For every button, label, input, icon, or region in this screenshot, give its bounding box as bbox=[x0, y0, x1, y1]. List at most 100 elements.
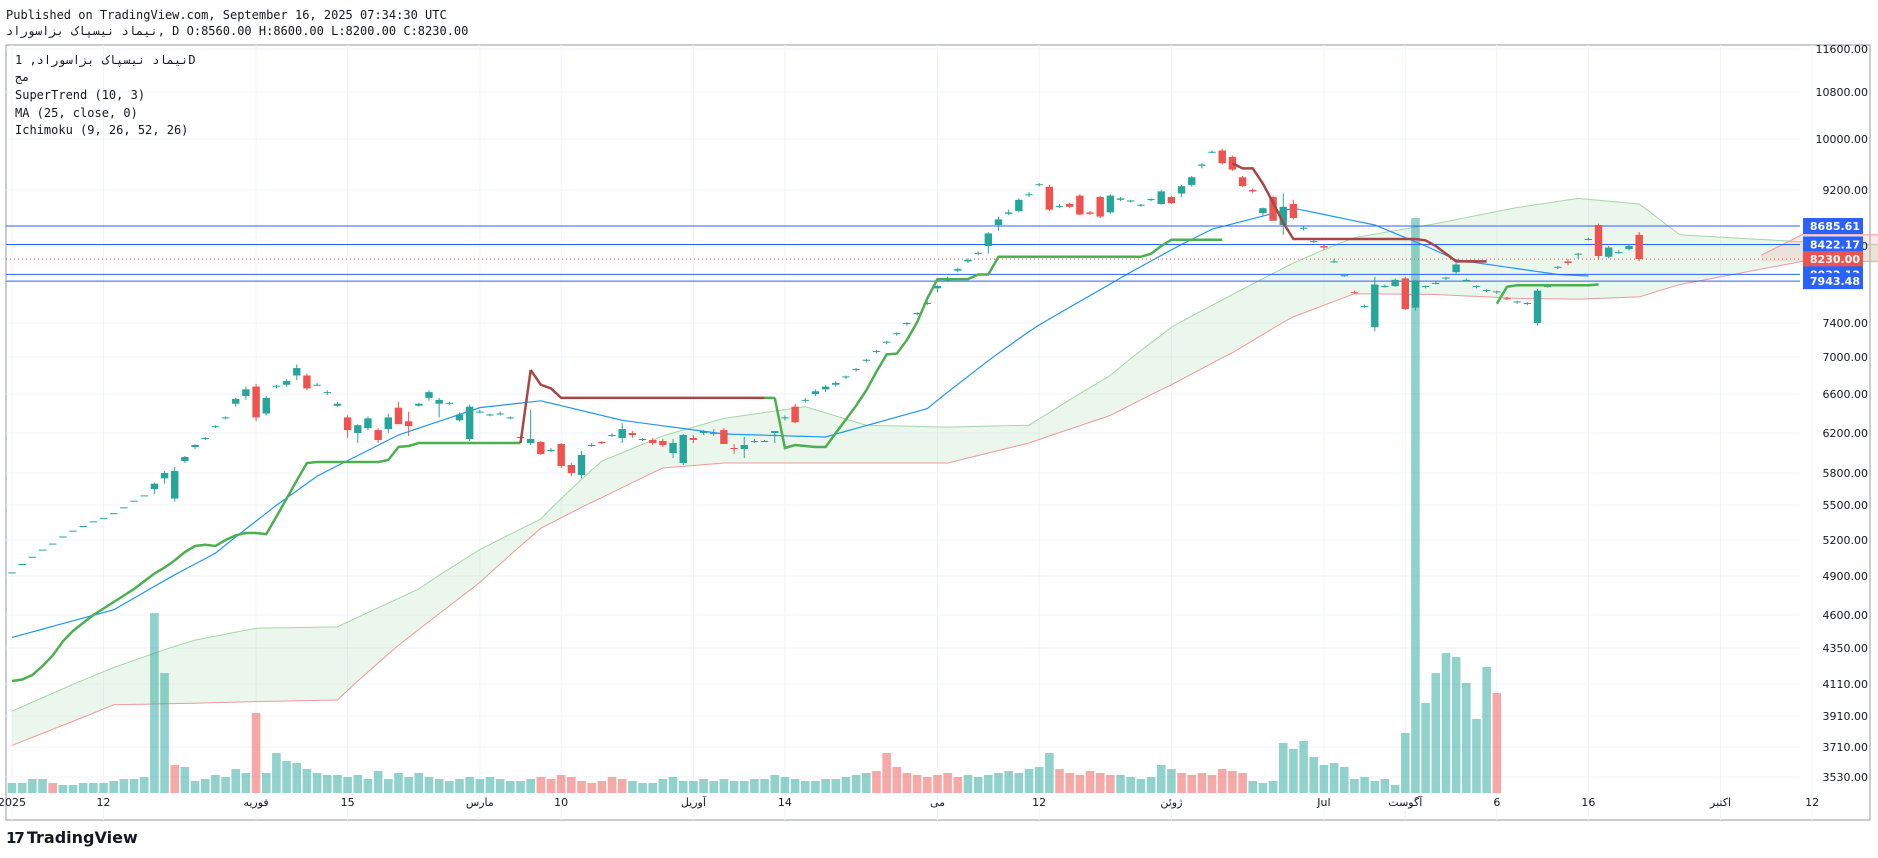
time-tick-label: 12 bbox=[1032, 796, 1046, 809]
candle-body bbox=[1594, 225, 1603, 257]
horizontal-lines bbox=[6, 225, 1800, 282]
candle-body bbox=[1411, 281, 1420, 308]
candle-body bbox=[1421, 286, 1430, 288]
candle-body bbox=[699, 431, 708, 433]
candle-body bbox=[1147, 199, 1155, 201]
volume-bar bbox=[109, 781, 118, 793]
candle-body bbox=[1299, 227, 1308, 229]
candle-body bbox=[130, 500, 138, 502]
candle-body bbox=[832, 382, 840, 385]
volume-bar bbox=[434, 779, 444, 793]
volume-bar bbox=[373, 771, 383, 793]
legend-symbol[interactable]: نیماد نیسپاک بزاسوراد, 1D bbox=[15, 53, 196, 67]
ohlc-readout: نیماد نیسپاک بزاسوراد, D O:8560.00 H:860… bbox=[6, 24, 469, 38]
volume-bar bbox=[1075, 775, 1085, 793]
volume-bar bbox=[455, 779, 464, 793]
volume-bar bbox=[1400, 733, 1410, 793]
volume-bar bbox=[99, 783, 108, 793]
volume-bar bbox=[302, 769, 312, 793]
price-tick-label: 3710.00 bbox=[1823, 741, 1869, 754]
volume-bar bbox=[48, 783, 57, 793]
candle-body bbox=[984, 233, 993, 246]
volume-bar bbox=[261, 773, 271, 793]
price-label-box bbox=[1803, 273, 1863, 290]
time-tick-label: 15 bbox=[341, 796, 355, 809]
candle-body bbox=[1218, 150, 1226, 164]
price-tick-label: 5500.00 bbox=[1823, 499, 1869, 512]
candle-body bbox=[791, 406, 799, 423]
volume-bar bbox=[1268, 781, 1278, 793]
candle-body bbox=[1381, 286, 1389, 288]
candle-body bbox=[567, 465, 576, 473]
volume-bar bbox=[1492, 693, 1502, 793]
volume-bar bbox=[414, 773, 424, 793]
volume-bar bbox=[933, 775, 942, 793]
volume-bar bbox=[312, 773, 322, 793]
candle-body bbox=[1513, 301, 1521, 303]
candle-body bbox=[252, 386, 260, 418]
candle-body bbox=[1035, 184, 1043, 186]
volume-bar bbox=[943, 773, 952, 793]
time-tick-label: 2025 bbox=[0, 796, 26, 809]
price-tick-label: 4110.00 bbox=[1823, 678, 1869, 691]
tradingview-logo[interactable]: 17 TradingView bbox=[6, 828, 138, 847]
candle-body bbox=[99, 517, 108, 519]
candle-body bbox=[110, 513, 118, 515]
candle-body bbox=[79, 526, 87, 527]
candle-body bbox=[872, 351, 881, 353]
volume-bar bbox=[1421, 703, 1430, 793]
time-tick-label: Jul bbox=[1316, 796, 1330, 809]
candle-body bbox=[1269, 197, 1277, 221]
volume-bar bbox=[678, 781, 688, 793]
candle-body bbox=[435, 399, 443, 404]
candle-body bbox=[893, 333, 901, 335]
candle-body bbox=[282, 381, 291, 385]
volume-bar bbox=[526, 779, 535, 793]
candle-body bbox=[1015, 199, 1023, 211]
candle-body bbox=[1310, 241, 1318, 243]
volume-bar bbox=[1258, 783, 1268, 793]
volume-bar bbox=[1360, 777, 1369, 793]
time-tick-label: 6 bbox=[1493, 796, 1500, 809]
candle-body bbox=[1584, 239, 1593, 240]
volume-bar bbox=[617, 779, 627, 793]
time-tick-label: مارس bbox=[466, 796, 494, 809]
candle-body bbox=[1289, 204, 1298, 218]
volume-bar bbox=[912, 775, 922, 793]
volume-bar bbox=[861, 773, 871, 793]
volume-bar bbox=[668, 777, 678, 793]
legend-supertrend[interactable]: SuperTrend (10, 3) bbox=[15, 88, 146, 102]
volume-bar bbox=[1472, 719, 1481, 793]
candle-body bbox=[933, 286, 942, 289]
candle-body bbox=[1533, 290, 1542, 323]
candle-body bbox=[1615, 252, 1623, 254]
volume-bar bbox=[1187, 775, 1197, 793]
volume-bar bbox=[770, 775, 780, 793]
legend-ma[interactable]: MA (25, close, 0) bbox=[15, 106, 138, 120]
candle-body bbox=[150, 483, 159, 489]
candle-body bbox=[526, 439, 535, 443]
candle-body bbox=[720, 430, 728, 444]
volume-bar bbox=[180, 767, 190, 793]
volume-bar bbox=[78, 783, 88, 793]
supertrend-down-segment bbox=[529, 369, 765, 400]
candle-body bbox=[1157, 191, 1165, 204]
price-tick-label: 10000.00 bbox=[1816, 133, 1869, 146]
volume-bar bbox=[170, 765, 180, 793]
candle-body bbox=[587, 445, 596, 446]
candle-body bbox=[750, 441, 759, 442]
volume-bar bbox=[648, 783, 658, 793]
volume-bar bbox=[139, 777, 149, 793]
candle-body bbox=[343, 417, 352, 431]
volume-bar bbox=[322, 775, 332, 793]
volume-bar bbox=[1441, 653, 1451, 793]
legend-ichimoku[interactable]: Ichimoku (9, 26, 52, 26) bbox=[15, 123, 189, 137]
candle-body bbox=[48, 543, 57, 545]
volume-bar bbox=[963, 775, 973, 793]
volume-bar bbox=[800, 781, 810, 793]
candle-body bbox=[1096, 197, 1104, 217]
volume-bar bbox=[58, 785, 68, 793]
candle-body bbox=[1127, 200, 1135, 202]
volume-bar bbox=[872, 771, 881, 793]
